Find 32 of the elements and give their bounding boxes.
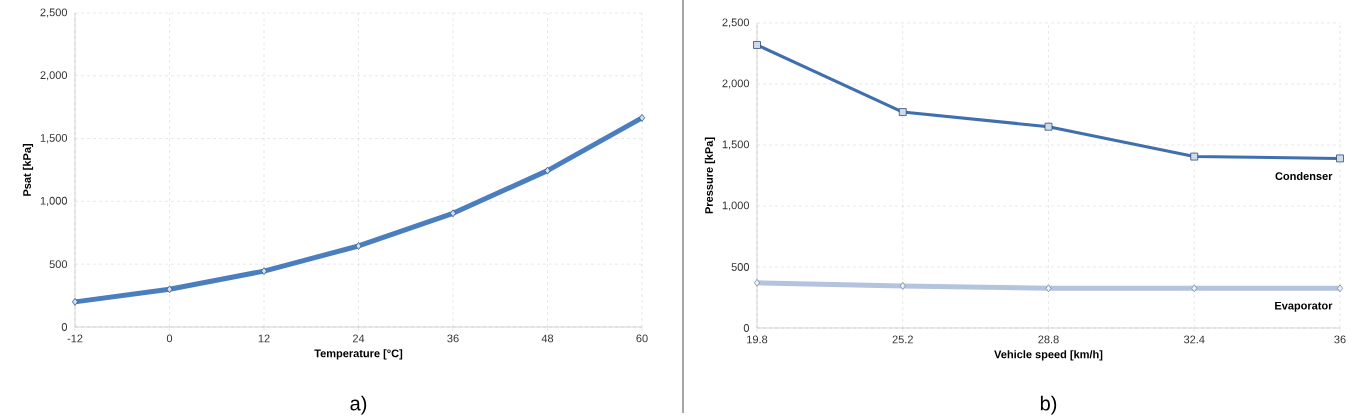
x-tick-label: -12	[67, 334, 83, 343]
y-tick-label: 0	[61, 323, 68, 331]
x-tick-label: 36	[1334, 335, 1346, 344]
y-tick-label: 1,500	[722, 140, 750, 150]
x-tick-label: 32.4	[1183, 335, 1205, 344]
series-label: Condenser	[1275, 171, 1333, 181]
y-tick-label: 2,500	[722, 18, 750, 28]
y-tick-label: 500	[731, 263, 750, 271]
x-tick-label: 25.2	[892, 335, 913, 344]
y-tick-label: 500	[49, 260, 68, 269]
x-axis-title: Temperature [°C]	[314, 349, 403, 360]
x-tick-label: 24	[352, 334, 365, 343]
series-label: Evaporator	[1275, 301, 1333, 312]
x-tick-label: 0	[166, 334, 173, 343]
x-tick-label: 60	[636, 334, 648, 343]
y-tick-label: 2,000	[722, 79, 750, 89]
x-tick-label: 19.8	[747, 335, 768, 344]
x-tick-label: 12	[258, 334, 270, 343]
y-tick-label: 1,000	[40, 196, 68, 206]
y-axis-title: Pressure [kPa]	[704, 137, 716, 214]
text: b)	[1040, 395, 1057, 415]
y-tick-label: 0	[743, 324, 750, 332]
text: a)	[350, 395, 367, 415]
y-tick-label: 1,500	[40, 134, 68, 144]
y-tick-label: 2,000	[40, 71, 68, 81]
y-tick-label: 1,000	[722, 201, 750, 211]
x-tick-label: 28.8	[1038, 335, 1059, 344]
x-tick-label: 36	[447, 334, 459, 343]
x-tick-label: 48	[541, 334, 554, 343]
y-tick-label: 2,500	[40, 8, 68, 18]
y-axis-title: Psat [kPa]	[22, 144, 34, 196]
x-axis-title: Vehicle speed [km/h]	[994, 350, 1103, 361]
